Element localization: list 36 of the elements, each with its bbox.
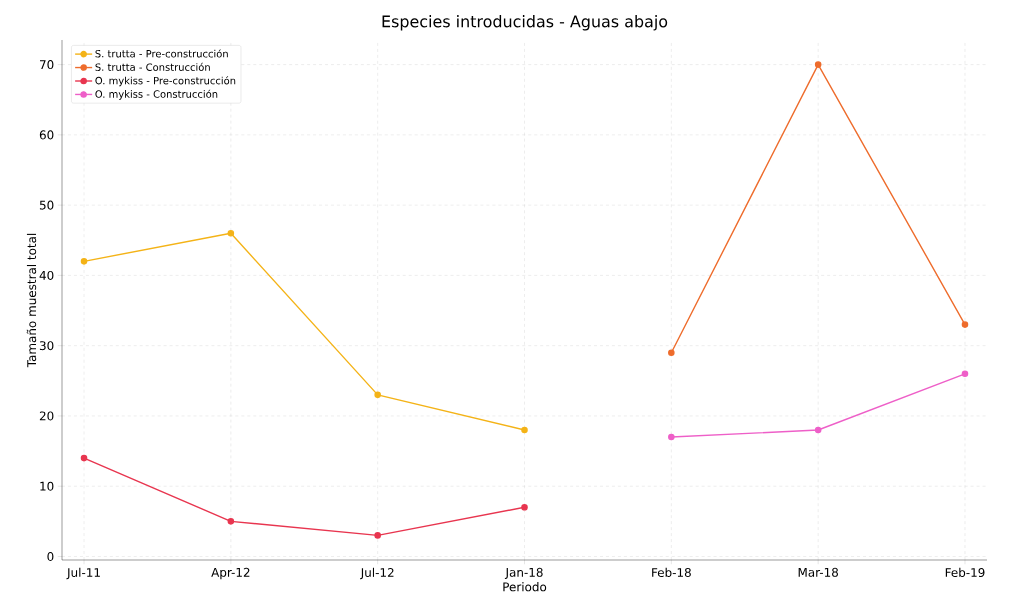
x-tick-label: Apr-12 — [211, 567, 250, 580]
y-tick-label: 70 — [40, 60, 54, 70]
y-tick-label: 30 — [39, 341, 54, 351]
point — [668, 433, 675, 441]
y-axis-title: Tamaño muestral total — [26, 233, 37, 368]
x-tick-label: Feb-19 — [945, 567, 985, 578]
x-tick-label: Jul-11 — [66, 567, 100, 580]
point — [668, 349, 675, 356]
legend-label: S. trutta - Pre-construcción — [95, 49, 228, 58]
point — [374, 532, 381, 539]
point — [521, 504, 528, 511]
y-tick-label: 10 — [40, 481, 54, 491]
point — [80, 258, 88, 265]
x-tick-label: Feb-18 — [652, 567, 691, 578]
point — [80, 454, 88, 462]
x-tick-label: Jan-18 — [504, 567, 543, 580]
y-tick-label: 50 — [39, 200, 54, 210]
point — [227, 518, 235, 525]
point — [814, 426, 822, 434]
y-tick-label: 20 — [39, 411, 54, 421]
y-tick-label: 40 — [39, 270, 54, 280]
y-tick-label: 60 — [39, 130, 54, 140]
point — [961, 321, 969, 328]
point — [374, 391, 381, 399]
y-tick-label: 0 — [47, 551, 54, 562]
chart-title: Especies introducidas - Aguas abajo — [382, 15, 668, 31]
x-tick-label: Mar-18 — [798, 567, 838, 577]
legend-label: O. mykiss - Construcción — [95, 89, 218, 100]
point — [227, 229, 235, 237]
point — [521, 426, 528, 434]
legend-label: O. mykiss - Pre-construcción — [95, 76, 236, 87]
point — [961, 370, 969, 378]
x-tick-label: Jul-12 — [360, 567, 394, 580]
legend-label: S. trutta - Construcción — [95, 62, 210, 71]
point — [814, 61, 822, 68]
x-axis-title: Periodo — [503, 582, 547, 592]
